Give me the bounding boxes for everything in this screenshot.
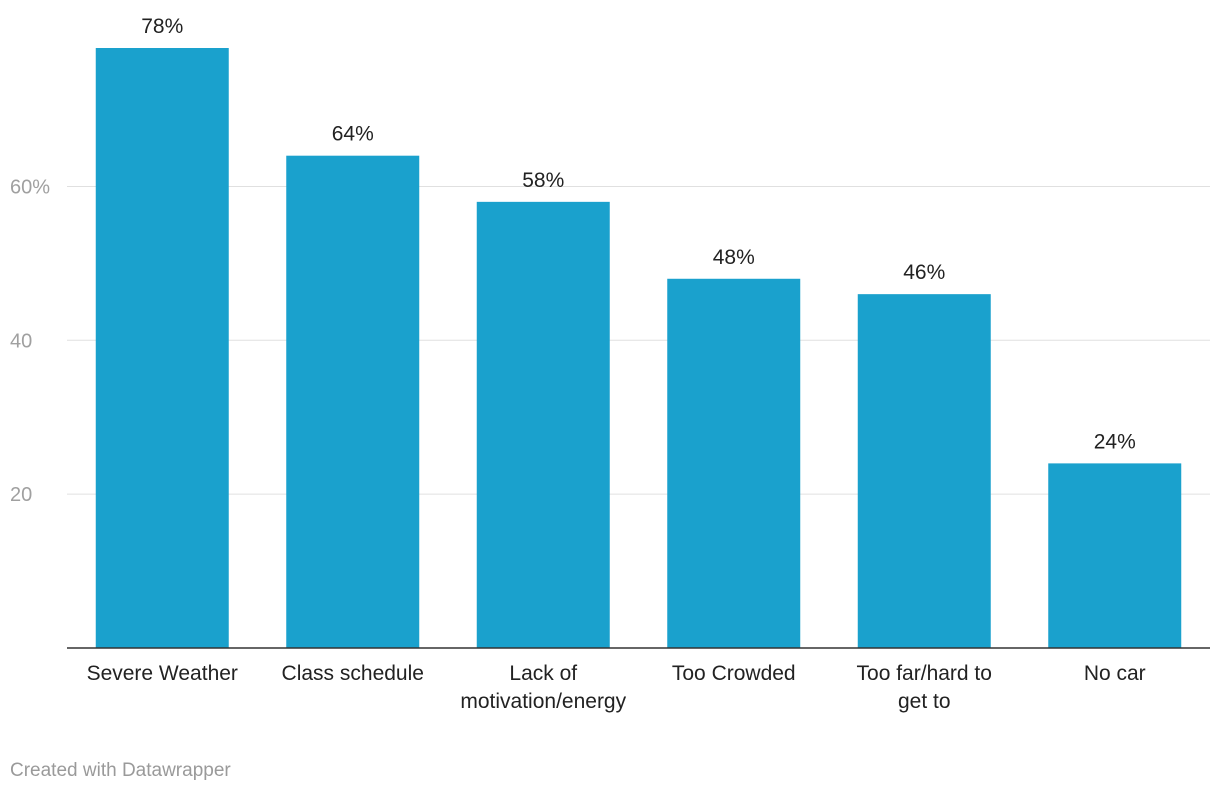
category-label: Too Crowded	[672, 662, 796, 685]
category-label-line: Lack of	[509, 662, 577, 685]
category-label: Class schedule	[282, 662, 424, 685]
value-label: 24%	[1094, 430, 1136, 453]
category-label-line: Too Crowded	[672, 662, 796, 685]
category-label-line: Class schedule	[282, 662, 424, 685]
category-label-line: No car	[1084, 662, 1146, 685]
category-label: Lack of motivation/energy	[460, 662, 626, 713]
value-label: 48%	[713, 246, 755, 269]
credit-text: Created with Datawrapper	[10, 760, 231, 781]
bar	[857, 294, 991, 648]
bar	[1048, 463, 1182, 648]
bar	[95, 48, 229, 648]
y-tick-label: 40	[10, 330, 32, 352]
y-tick-label: 20	[10, 484, 32, 506]
category-label: Severe Weather	[87, 662, 238, 685]
category-label-line: get to	[898, 690, 951, 713]
bar-chart: 20 40 60% 78% Severe Weather 64% Class schedul…	[10, 15, 1210, 713]
category-label-line: Too far/hard to	[857, 662, 992, 685]
bar	[286, 155, 420, 648]
value-label: 64%	[332, 123, 374, 146]
category-label-line: motivation/energy	[460, 690, 626, 713]
category-label-line: Severe Weather	[87, 662, 238, 685]
category-label: Too far/hard to get to	[857, 662, 992, 713]
category-label: No car	[1084, 662, 1146, 685]
value-label: 78%	[141, 15, 183, 38]
value-label: 58%	[522, 169, 564, 192]
bar	[476, 201, 610, 648]
bar	[667, 278, 801, 648]
y-tick-label: 60%	[10, 176, 50, 198]
value-label: 46%	[903, 261, 945, 284]
